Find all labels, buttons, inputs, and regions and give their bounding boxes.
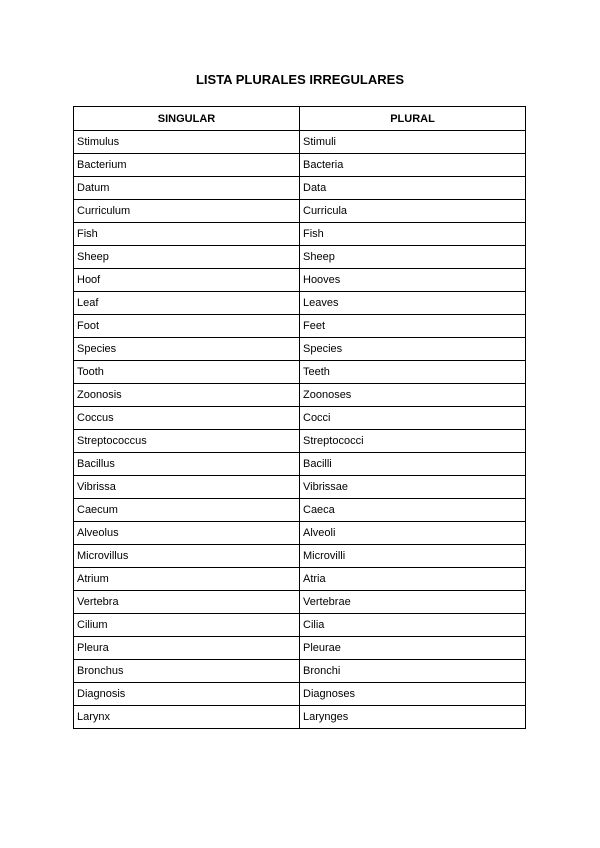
- table-row: Vertebra Vertebrae: [73, 590, 526, 614]
- table-row: Foot Feet: [73, 314, 526, 338]
- cell-singular: Coccus: [73, 406, 300, 430]
- cell-plural: Data: [299, 176, 526, 200]
- cell-plural: Zoonoses: [299, 383, 526, 407]
- cell-singular: Diagnosis: [73, 682, 300, 706]
- cell-plural: Atria: [299, 567, 526, 591]
- table-row: Leaf Leaves: [73, 291, 526, 315]
- plurals-table: SINGULAR PLURAL Stimulus Stimuli Bacterium…: [73, 106, 526, 729]
- table-row: Bacterium Bacteria: [73, 153, 526, 177]
- cell-singular: Alveolus: [73, 521, 300, 545]
- cell-plural: Hooves: [299, 268, 526, 292]
- cell-plural: Cilia: [299, 613, 526, 637]
- table-row: Streptococcus Streptococci: [73, 429, 526, 453]
- cell-plural: Microvilli: [299, 544, 526, 568]
- cell-singular: Foot: [73, 314, 300, 338]
- table-row: Sheep Sheep: [73, 245, 526, 269]
- table-row: Vibrissa Vibrissae: [73, 475, 526, 499]
- table-row: Diagnosis Diagnoses: [73, 682, 526, 706]
- table-row: Zoonosis Zoonoses: [73, 383, 526, 407]
- cell-plural: Bacilli: [299, 452, 526, 476]
- table-row: Species Species: [73, 337, 526, 361]
- table-header-row: SINGULAR PLURAL: [73, 106, 526, 131]
- cell-plural: Stimuli: [299, 130, 526, 154]
- table-row: Bacillus Bacilli: [73, 452, 526, 476]
- table-row: Curriculum Curricula: [73, 199, 526, 223]
- cell-plural: Curricula: [299, 199, 526, 223]
- cell-singular: Pleura: [73, 636, 300, 660]
- cell-plural: Caeca: [299, 498, 526, 522]
- cell-plural: Bacteria: [299, 153, 526, 177]
- table-row: Bronchus Bronchi: [73, 659, 526, 683]
- cell-singular: Bacterium: [73, 153, 300, 177]
- page-title: LISTA PLURALES IRREGULARES: [195, 72, 404, 87]
- table-row: Microvillus Microvilli: [73, 544, 526, 568]
- table-row: Tooth Teeth: [73, 360, 526, 384]
- header-plural: PLURAL: [299, 106, 526, 131]
- cell-singular: Fish: [73, 222, 300, 246]
- cell-plural: Streptococci: [299, 429, 526, 453]
- cell-plural: Leaves: [299, 291, 526, 315]
- cell-singular: Microvillus: [73, 544, 300, 568]
- cell-plural: Diagnoses: [299, 682, 526, 706]
- header-singular: SINGULAR: [73, 106, 300, 131]
- cell-singular: Atrium: [73, 567, 300, 591]
- cell-singular: Species: [73, 337, 300, 361]
- cell-singular: Hoof: [73, 268, 300, 292]
- cell-singular: Zoonosis: [73, 383, 300, 407]
- cell-singular: Sheep: [73, 245, 300, 269]
- cell-plural: Vertebrae: [299, 590, 526, 614]
- cell-plural: Larynges: [299, 705, 526, 729]
- cell-plural: Sheep: [299, 245, 526, 269]
- cell-plural: Feet: [299, 314, 526, 338]
- cell-singular: Bronchus: [73, 659, 300, 683]
- table-row: Caecum Caeca: [73, 498, 526, 522]
- cell-singular: Streptococcus: [73, 429, 300, 453]
- cell-plural: Species: [299, 337, 526, 361]
- cell-singular: Tooth: [73, 360, 300, 384]
- cell-singular: Leaf: [73, 291, 300, 315]
- cell-plural: Bronchi: [299, 659, 526, 683]
- cell-singular: Larynx: [73, 705, 300, 729]
- cell-singular: Bacillus: [73, 452, 300, 476]
- cell-plural: Teeth: [299, 360, 526, 384]
- table-row: Datum Data: [73, 176, 526, 200]
- cell-plural: Vibrissae: [299, 475, 526, 499]
- cell-singular: Vertebra: [73, 590, 300, 614]
- table-row: Coccus Cocci: [73, 406, 526, 430]
- table-row: Fish Fish: [73, 222, 526, 246]
- cell-singular: Caecum: [73, 498, 300, 522]
- cell-singular: Vibrissa: [73, 475, 300, 499]
- cell-singular: Stimulus: [73, 130, 300, 154]
- table-row: Hoof Hooves: [73, 268, 526, 292]
- cell-singular: Curriculum: [73, 199, 300, 223]
- table-row: Cilium Cilia: [73, 613, 526, 637]
- cell-singular: Cilium: [73, 613, 300, 637]
- table-row: Alveolus Alveoli: [73, 521, 526, 545]
- table-row: Atrium Atria: [73, 567, 526, 591]
- table-row: Larynx Larynges: [73, 705, 526, 729]
- cell-plural: Fish: [299, 222, 526, 246]
- cell-plural: Pleurae: [299, 636, 526, 660]
- cell-plural: Cocci: [299, 406, 526, 430]
- table-row: Pleura Pleurae: [73, 636, 526, 660]
- cell-plural: Alveoli: [299, 521, 526, 545]
- table-row: Stimulus Stimuli: [73, 130, 526, 154]
- cell-singular: Datum: [73, 176, 300, 200]
